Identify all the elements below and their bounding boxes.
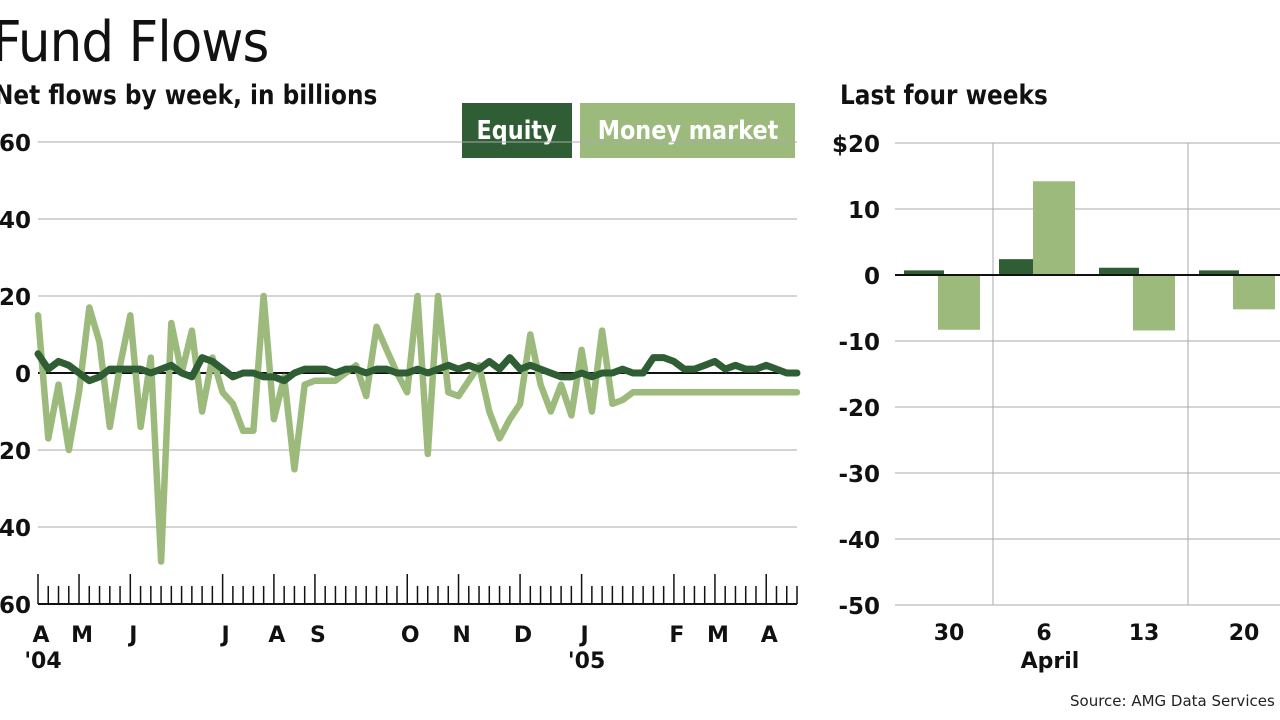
x-tick-label: J	[127, 623, 137, 648]
page-title: Fund Flows	[0, 10, 269, 75]
legend-equity: Equity	[462, 103, 572, 158]
x-tick-label: S	[310, 623, 326, 648]
main-chart-subtitle: Net flows by week, in billions	[0, 80, 378, 111]
y-tick-label: 0	[864, 264, 880, 290]
x-tick-label: M	[71, 623, 93, 648]
x-tick-label: N	[452, 623, 470, 648]
y-tick-label: -20	[0, 439, 31, 465]
y-tick-label: -10	[838, 330, 880, 356]
x-tick-label: M	[707, 623, 729, 648]
legend-money-market: Money market	[580, 103, 795, 158]
x-tick-label: 30	[934, 621, 965, 646]
money-market-bar	[1033, 181, 1075, 275]
x-tick-label: 13	[1129, 621, 1160, 646]
x-tick-label: A	[761, 623, 778, 648]
y-tick-label: 0	[15, 362, 31, 388]
x-tick-label: J	[220, 623, 230, 648]
x-tick-label: A	[268, 623, 285, 648]
x-tick-label: D	[514, 623, 532, 648]
x-year-label: '05	[568, 649, 605, 674]
source-note: Source: AMG Data Services	[1070, 692, 1275, 710]
equity-bar	[1099, 267, 1139, 275]
money-market-bar	[1233, 275, 1275, 310]
y-tick-label: $20	[832, 132, 880, 158]
y-tick-label: $60	[0, 131, 31, 157]
y-tick-label: -20	[838, 396, 880, 422]
equity-bar	[999, 259, 1039, 275]
money-market-line	[34, 292, 801, 565]
equity-bar	[1199, 270, 1239, 275]
y-tick-label: -40	[838, 528, 880, 554]
y-tick-label: 20	[0, 285, 31, 311]
x-tick-label: J	[579, 623, 589, 648]
x-month-caption: April	[1021, 649, 1080, 674]
money-market-bar	[1133, 275, 1175, 331]
y-tick-label: -30	[838, 462, 880, 488]
y-tick-label: 10	[848, 198, 880, 224]
x-tick-label: F	[669, 623, 684, 648]
equity-line	[34, 350, 801, 385]
equity-bar	[904, 270, 944, 275]
y-tick-label: -60	[0, 593, 31, 619]
x-tick-label: O	[401, 623, 420, 648]
money-market-bar	[938, 275, 980, 330]
side-chart-subtitle: Last four weeks	[840, 80, 1048, 111]
x-tick-label: 20	[1229, 621, 1260, 646]
legend-equity-label: Equity	[476, 115, 558, 146]
legend-money-market-label: Money market	[597, 115, 778, 146]
x-tick-label: A	[32, 623, 49, 648]
x-year-label: '04	[24, 649, 61, 674]
y-tick-label: -50	[838, 594, 880, 620]
y-tick-label: 40	[0, 208, 31, 234]
x-tick-label: 6	[1036, 621, 1051, 646]
last-four-weeks-bar-chart: $20 10 0 -10 -20 -30 -40 -50 30 6 13 20 April	[832, 132, 1280, 674]
y-tick-label: -40	[0, 516, 31, 542]
